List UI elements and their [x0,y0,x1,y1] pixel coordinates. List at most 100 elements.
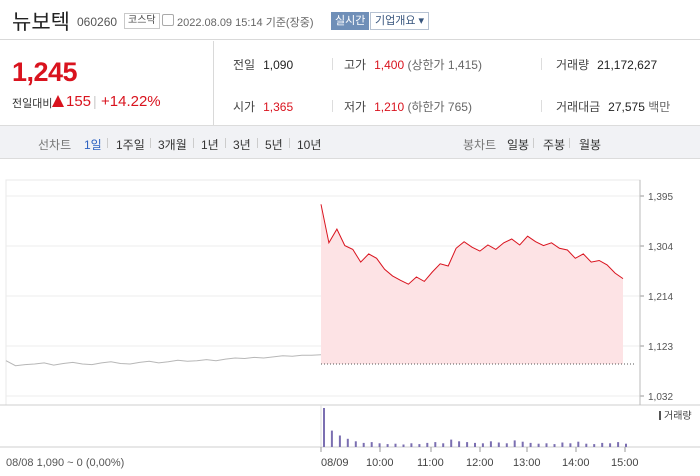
volume-bar [346,438,349,447]
volume-bars [323,408,627,447]
volume-bar [466,442,469,447]
volume-bar [545,443,548,447]
x-tick-label: 10:00 [366,457,394,469]
volume-bar [553,444,556,447]
volume-bar [601,442,604,447]
change-value: 155 [66,93,92,110]
change-percent: +14.22% [101,93,161,110]
volume-bar [402,444,405,447]
x-tick-label: 11:00 [417,457,444,469]
x-tick-label: 08/09 [321,457,349,469]
stat-prev: 전일 1,090 [233,58,294,72]
volume-bar [338,435,341,447]
volume-bar [609,443,612,447]
tab-separator [289,138,290,148]
volume-bar [569,443,572,447]
y-tick-label: 1,395 [648,192,673,203]
today-area [321,204,623,364]
stat-divider [332,58,333,70]
tab-1week[interactable]: 1주일 [116,138,145,152]
tab-separator [107,138,108,148]
x-tick-label: 12:00 [466,457,494,469]
stat-divider [541,58,542,70]
tab-separator [193,138,194,148]
tab-separator [225,138,226,148]
chart-period-tabs: 선차트 1일 1주일 3개월 1년 3년 5년 10년 봉차트 일봉 주봉 월봉 [0,125,700,159]
tab-3month[interactable]: 3개월 [158,138,187,152]
volume-bar [386,444,389,447]
volume-bar [354,441,357,447]
tab-weekly[interactable]: 주봉 [543,138,566,152]
volume-bar [561,442,564,447]
change-label: 전일대비 [12,98,53,110]
prev-day-label: 08/08 1,090 ~ 0 (0,00%) [6,457,124,469]
volume-bar [410,443,413,447]
volume-bar [362,442,365,447]
volume-bar [330,430,333,447]
volume-bar [370,442,373,447]
volume-bar [497,442,500,447]
stat-open: 시가 1,365 [233,100,294,114]
x-axis: 08/09 10:00 11:00 12:00 13:00 14:00 15:00 [320,447,639,469]
prev-day-line [5,354,322,367]
volume-bar [378,443,381,447]
tab-daily[interactable]: 일봉 [507,138,530,152]
volume-bar [521,441,524,447]
volume-legend-icon [659,411,661,420]
tab-1day[interactable]: 1일 [84,138,102,152]
y-axis: 1,395 1,304 1,214 1,123 1,032 [639,180,673,405]
volume-bar [625,443,627,447]
volume-bar [426,442,429,447]
volume-bar [537,443,540,447]
stat-divider [332,100,333,112]
x-tick-label: 13:00 [513,457,541,469]
stat-low: 저가 1,210 (하한가 765) [344,100,472,114]
stat-divider [541,100,542,112]
tab-1year[interactable]: 1년 [201,138,219,152]
volume-bar [434,442,437,447]
stat-volume: 거래량 21,172,627 [556,58,658,72]
volume-bar [505,443,508,447]
stock-name: 뉴보텍 [12,11,70,34]
change-separator: | [93,93,97,109]
tab-5year[interactable]: 5년 [265,138,283,152]
volume-bar [394,443,397,447]
volume-bar [585,443,588,447]
volume-bar [323,408,325,447]
volume-bar [489,441,492,447]
x-tick-label: 15:00 [611,457,639,469]
stock-code: 060260 [77,15,118,29]
tab-separator [533,138,534,148]
up-arrow-icon [52,95,64,107]
tab-separator [150,138,151,148]
company-overview-button[interactable]: 기업개요 ▾ [370,12,430,30]
volume-bar [442,443,445,447]
volume-bar [513,440,516,447]
volume-legend-label: 거래량 [664,410,692,422]
volume-bar [577,441,580,447]
line-chart-label: 선차트 [38,138,72,152]
volume-bar [593,444,596,447]
realtime-button[interactable]: 실시간 [331,12,370,30]
y-tick-label: 1,214 [648,292,673,303]
candle-chart-label: 봉차트 [463,138,497,152]
tab-3year[interactable]: 3년 [233,138,251,152]
x-tick-label: 14:00 [562,457,590,469]
stat-high: 고가 1,400 (상한가 1,415) [344,58,482,72]
clock-icon [162,14,174,26]
tab-monthly[interactable]: 월봉 [579,138,602,152]
price-panel: 1,245 전일대비 155 | +14.22% [0,41,214,125]
y-tick-label: 1,123 [648,342,673,353]
stat-amount: 거래대금 27,575 백만 [556,100,671,114]
current-price: 1,245 [12,57,78,87]
tab-10year[interactable]: 10년 [297,138,322,152]
today-price-line [320,204,624,285]
intraday-chart[interactable]: 1,395 1,304 1,214 1,123 1,032 08/09 10:00 11:0… [0,160,700,476]
volume-bar [418,444,421,447]
market-badge: 코스닥 [124,13,160,29]
volume-bar [458,441,461,447]
volume-bar [450,439,453,447]
volume-bar [474,442,476,447]
tab-separator [257,138,258,148]
volume-bar [617,442,620,447]
